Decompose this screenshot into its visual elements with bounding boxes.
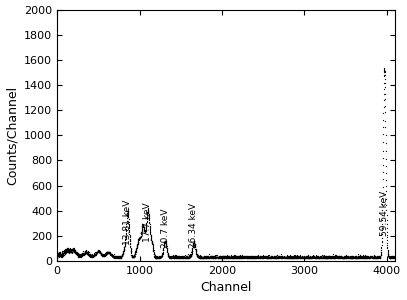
Text: 26.34 keV: 26.34 keV xyxy=(189,203,199,248)
Text: 59.54 keV: 59.54 keV xyxy=(380,190,389,236)
Y-axis label: Counts/Channel: Counts/Channel xyxy=(6,86,19,185)
Text: 13.81 keV: 13.81 keV xyxy=(123,199,132,245)
Text: 17.7 keV: 17.7 keV xyxy=(143,202,152,242)
X-axis label: Channel: Channel xyxy=(200,281,252,294)
Text: 20.7 keV: 20.7 keV xyxy=(161,208,170,248)
